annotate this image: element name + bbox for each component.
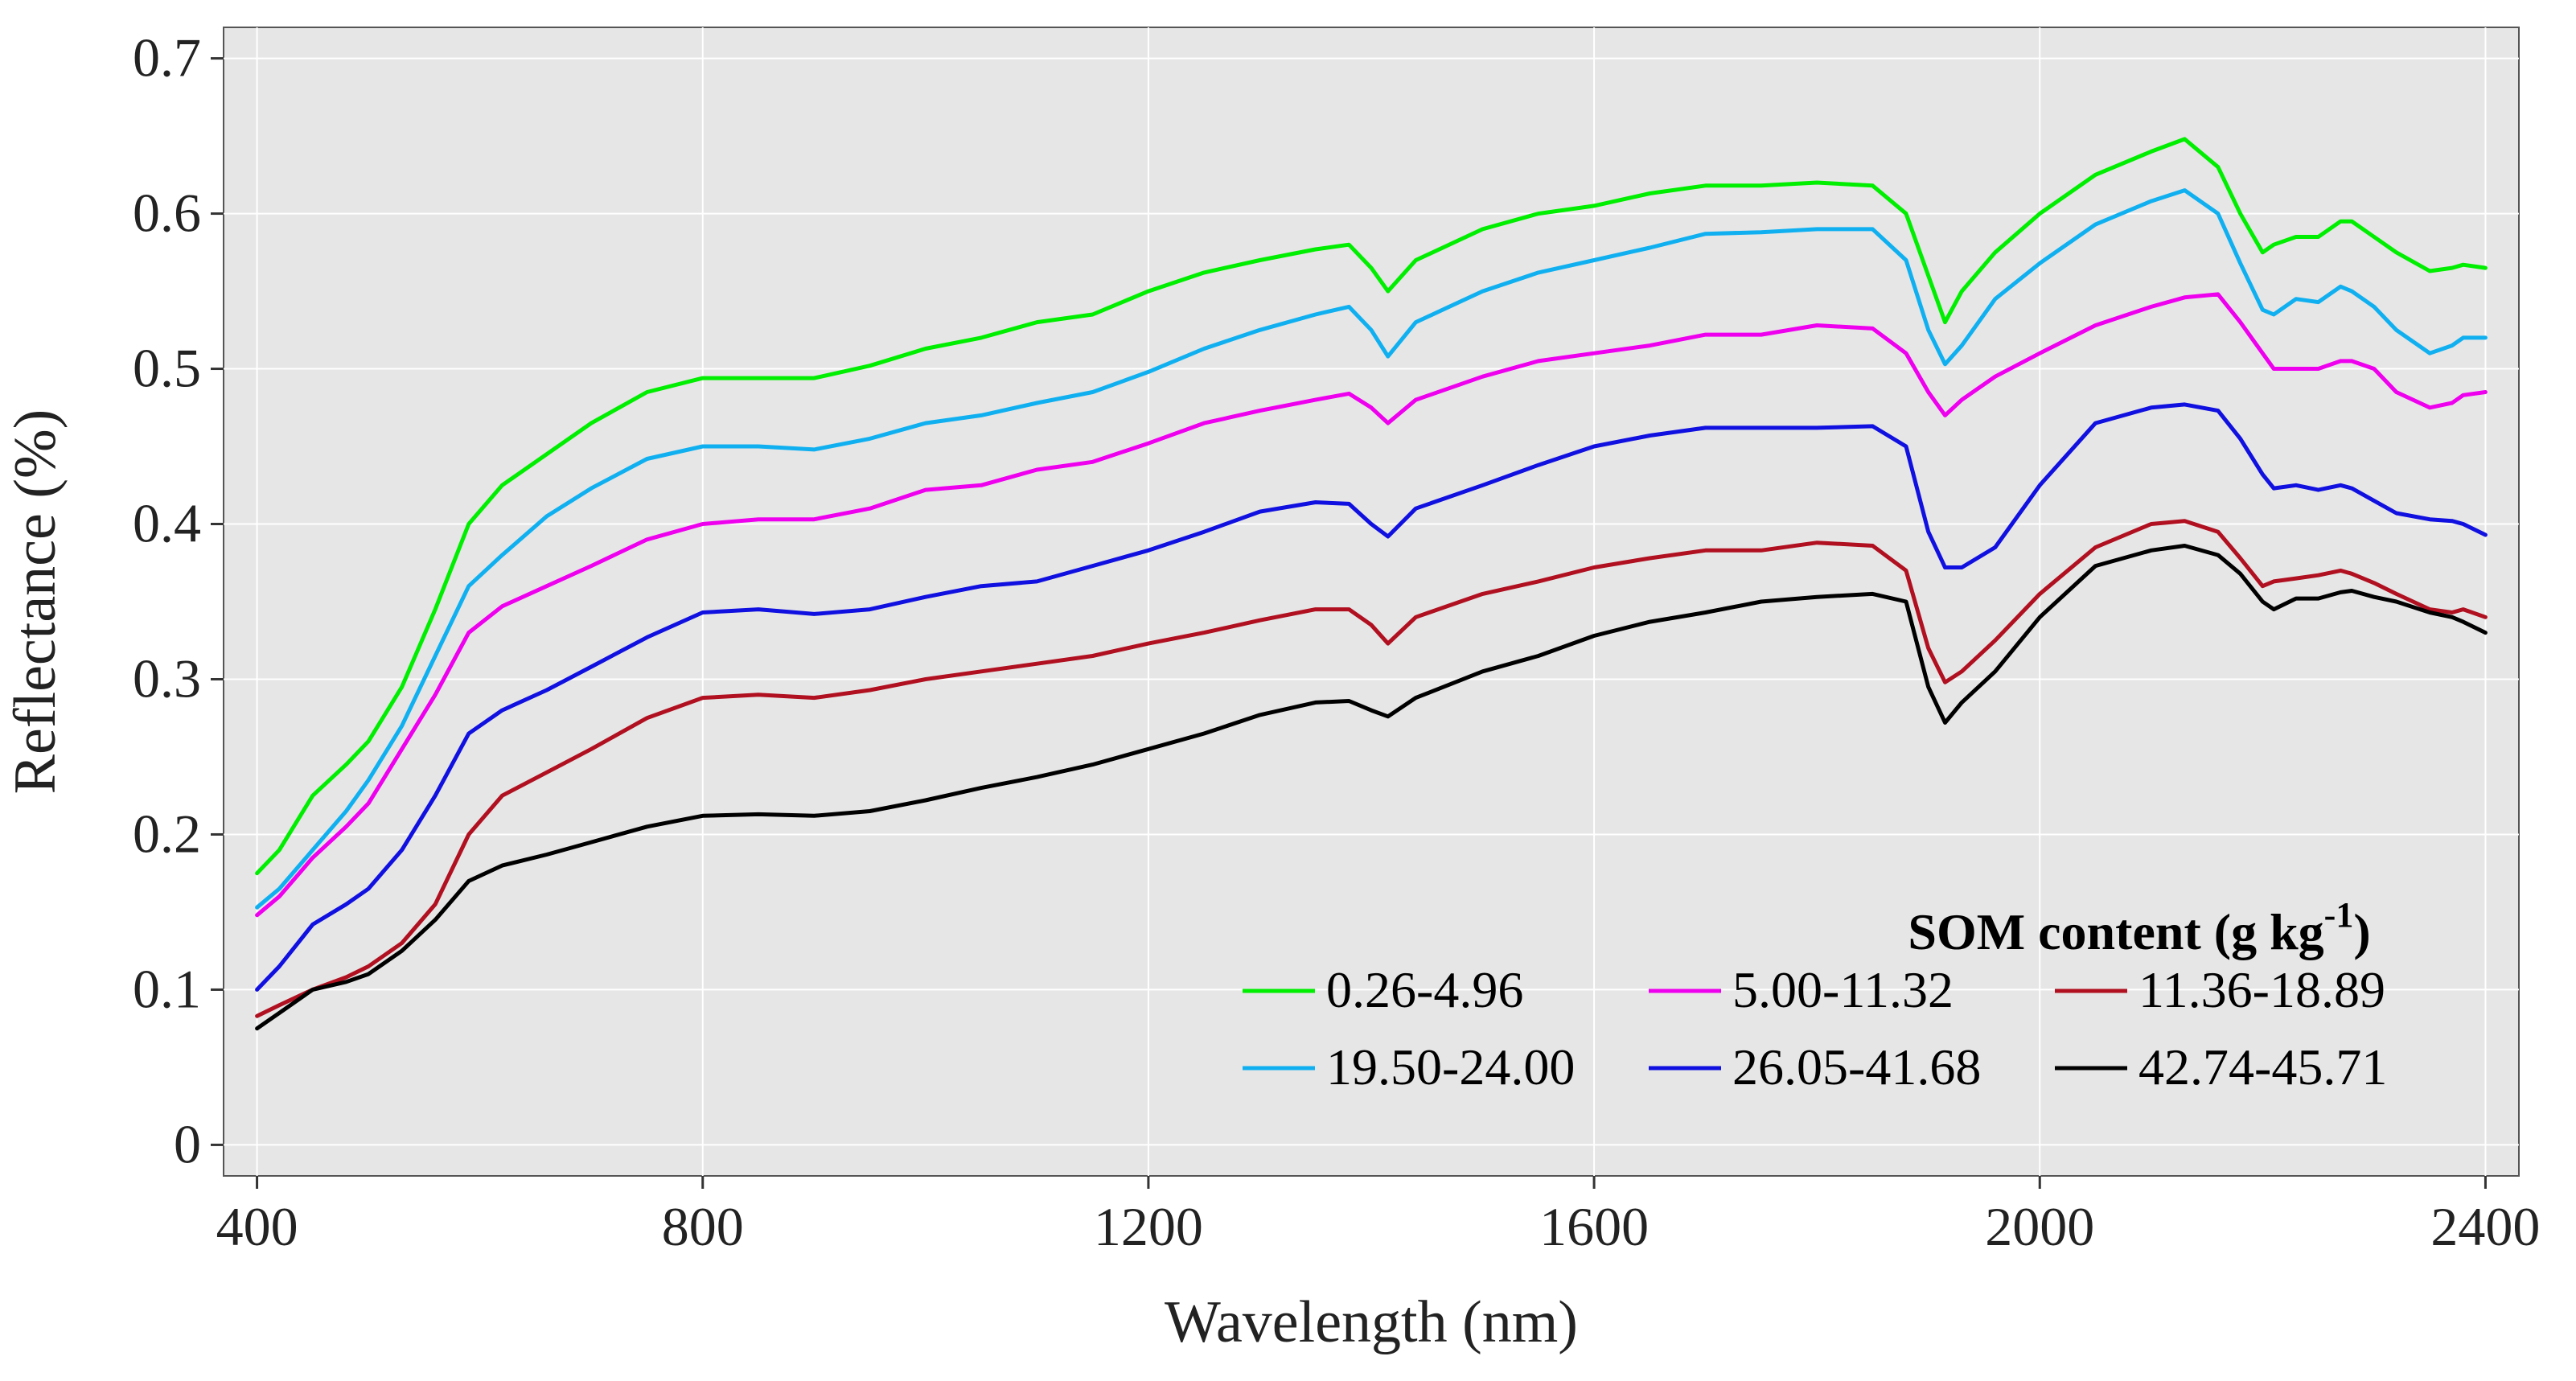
x-axis-title: Wavelength (nm) <box>1165 1289 1578 1355</box>
series-line-0.26-4.96 <box>255 137 2488 876</box>
y-tick-label: 0.1 <box>133 958 201 1019</box>
y-tick-label: 0 <box>174 1113 201 1174</box>
legend-label: 11.36-18.89 <box>2138 961 2385 1018</box>
legend-label: 0.26-4.96 <box>1326 961 1523 1018</box>
series-lines <box>255 137 2488 1031</box>
y-tick-label: 0.2 <box>133 803 201 864</box>
legend: SOM content (g kg-1) 0.26-4.96 5.00-11.32… <box>1243 895 2387 1095</box>
legend-title: SOM content (g kg-1) <box>1908 895 2370 960</box>
x-tick-label: 1200 <box>1094 1196 1203 1257</box>
axis-ticks <box>211 57 2487 1189</box>
legend-label: 5.00-11.32 <box>1732 961 1954 1018</box>
legend-label: 26.05-41.68 <box>1732 1038 1981 1095</box>
legend-label: 19.50-24.00 <box>1326 1038 1575 1095</box>
x-tick-label: 1600 <box>1539 1196 1649 1257</box>
y-axis-title: Reflectance (%) <box>2 409 68 795</box>
gridlines <box>224 27 2519 1176</box>
legend-items: 0.26-4.96 5.00-11.32 11.36-18.89 19.50-24.0… <box>1243 961 2387 1095</box>
y-tick-label: 0.3 <box>133 647 201 709</box>
plot-background <box>223 27 2520 1177</box>
y-tick-label: 0.4 <box>133 493 201 554</box>
series-line-5.00-11.32 <box>255 292 2488 918</box>
series-line-42.74-45.71 <box>255 544 2488 1031</box>
y-tick-label: 0.5 <box>133 338 201 399</box>
y-tick-label: 0.6 <box>133 183 201 244</box>
x-tick-label: 2400 <box>2430 1196 2540 1257</box>
axis-tick-labels: 400 800 1200 1600 2000 2400 0 0.1 0.2 0.3 0.4 0.5 0.… <box>133 27 2540 1257</box>
x-tick-label: 400 <box>216 1196 298 1257</box>
legend-label: 42.74-45.71 <box>2138 1038 2387 1095</box>
x-tick-label: 2000 <box>1985 1196 2094 1257</box>
series-line-11.36-18.89 <box>255 519 2488 1018</box>
y-tick-label: 0.7 <box>133 27 201 88</box>
series-line-19.50-24.00 <box>255 188 2488 910</box>
series-line-26.05-41.68 <box>255 402 2488 992</box>
x-tick-label: 800 <box>662 1196 744 1257</box>
